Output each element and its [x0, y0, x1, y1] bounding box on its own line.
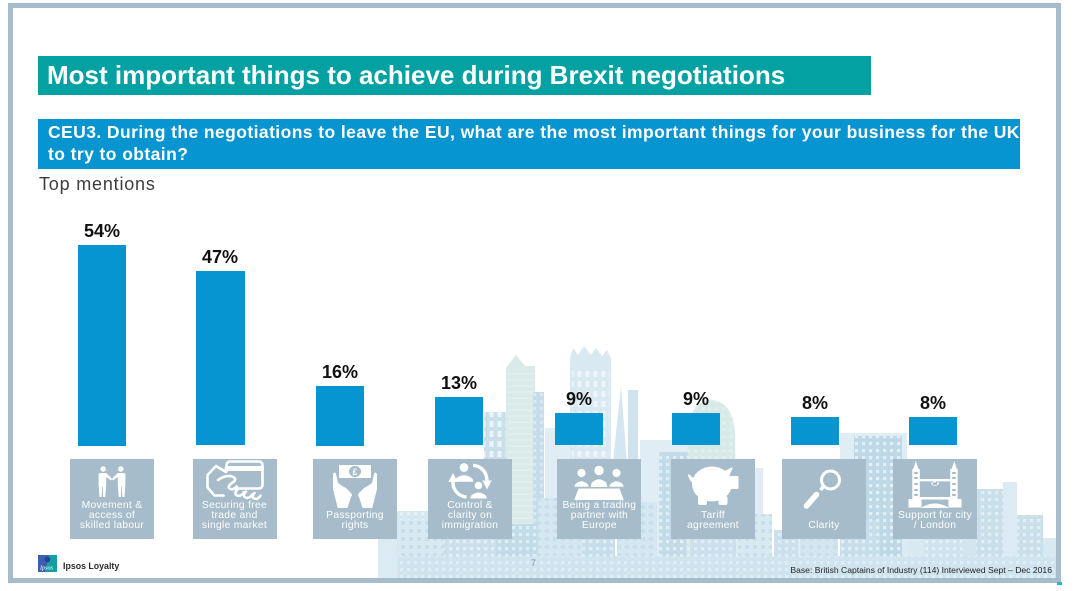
svg-text:£: £ — [352, 467, 357, 477]
svg-text:Ipsos: Ipsos — [39, 564, 54, 571]
